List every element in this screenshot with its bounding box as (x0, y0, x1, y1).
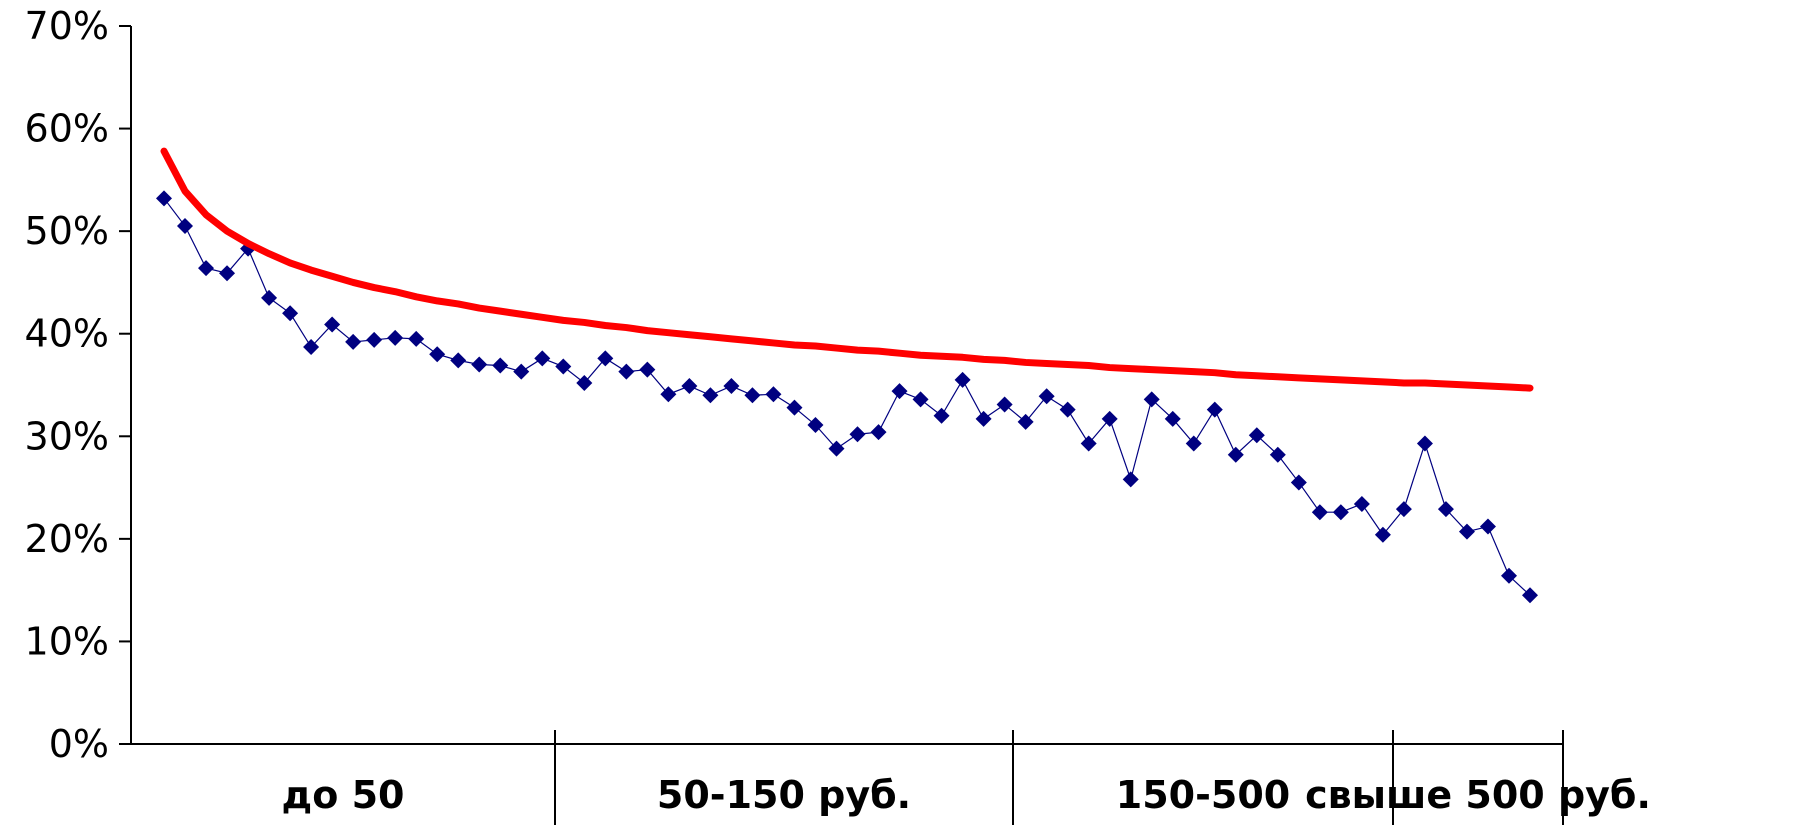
data-point (534, 350, 551, 367)
data-point (765, 386, 782, 403)
data-point (870, 424, 887, 441)
data-point (1143, 391, 1160, 408)
data-point (1311, 504, 1328, 521)
y-tick-label: 60% (25, 107, 109, 151)
data-point (723, 378, 740, 395)
data-point (387, 329, 404, 346)
data-point (1122, 471, 1139, 488)
data-point (891, 383, 908, 400)
data-point (996, 396, 1013, 413)
data-point (345, 333, 362, 350)
data-point (1185, 435, 1202, 452)
data-point (1479, 518, 1496, 535)
data-point (1227, 446, 1244, 463)
data-point (1353, 495, 1370, 512)
category-label: до 50 (282, 773, 405, 817)
category-label: свыше 500 руб. (1305, 773, 1651, 817)
data-series-line (163, 197, 1531, 596)
data-point (1458, 523, 1475, 540)
data-point (1332, 504, 1349, 521)
y-tick-label: 50% (25, 209, 109, 253)
axes (119, 25, 1564, 825)
data-point (1290, 474, 1307, 491)
data-point (366, 331, 383, 348)
data-point (1522, 587, 1538, 604)
data-point (702, 387, 719, 404)
data-point (1206, 401, 1223, 418)
data-point (492, 357, 509, 374)
y-tick-label: 30% (25, 414, 109, 458)
data-point (660, 386, 677, 403)
data-point (1269, 446, 1286, 463)
data-point (324, 316, 341, 333)
data-point (576, 374, 593, 391)
y-tick-label: 70% (25, 4, 109, 48)
category-label: 150-500 (1116, 773, 1290, 817)
data-point (1101, 410, 1118, 427)
y-tick-label: 10% (25, 619, 109, 663)
data-point (1374, 526, 1391, 543)
data-point (429, 346, 446, 363)
data-point (198, 260, 215, 277)
data-point (618, 363, 635, 380)
data-point (1059, 401, 1076, 418)
data-point (1164, 410, 1181, 427)
data-point (681, 378, 698, 395)
data-point (975, 410, 992, 427)
data-point (912, 391, 929, 408)
series-layer (156, 147, 1538, 604)
data-series-markers (156, 190, 1538, 604)
data-point (807, 417, 824, 434)
data-point (1395, 501, 1412, 518)
data-point (471, 356, 488, 373)
data-point (1500, 567, 1517, 584)
data-point (303, 339, 320, 356)
data-point (156, 190, 172, 207)
data-point (408, 330, 425, 347)
data-point (786, 399, 803, 416)
data-point (282, 305, 299, 322)
data-point (177, 218, 194, 235)
data-point (849, 426, 866, 443)
data-point (513, 363, 530, 380)
data-point (639, 361, 656, 378)
y-tick-label: 0% (49, 722, 109, 766)
data-point (1437, 501, 1454, 518)
y-tick-labels: 0% 10% 20% 30% 40% 50% 60% 70% (25, 4, 109, 766)
data-point (597, 350, 614, 367)
data-point (828, 440, 845, 457)
trendline (160, 147, 1534, 392)
data-point (261, 289, 278, 306)
data-point (219, 265, 236, 282)
data-point (954, 371, 971, 388)
data-point (1038, 388, 1055, 405)
data-point (744, 387, 761, 404)
data-point (933, 407, 950, 424)
data-point (450, 352, 467, 369)
y-tick-label: 20% (25, 517, 109, 561)
category-label: 50-150 руб. (657, 773, 911, 817)
y-tick-label: 40% (25, 312, 109, 356)
category-labels: до 50 50-150 руб. 150-500 свыше 500 руб. (282, 773, 1651, 817)
data-point (1248, 427, 1265, 444)
data-point (555, 358, 572, 375)
data-point (1017, 413, 1034, 430)
data-point (1416, 435, 1433, 452)
data-point (1080, 435, 1097, 452)
